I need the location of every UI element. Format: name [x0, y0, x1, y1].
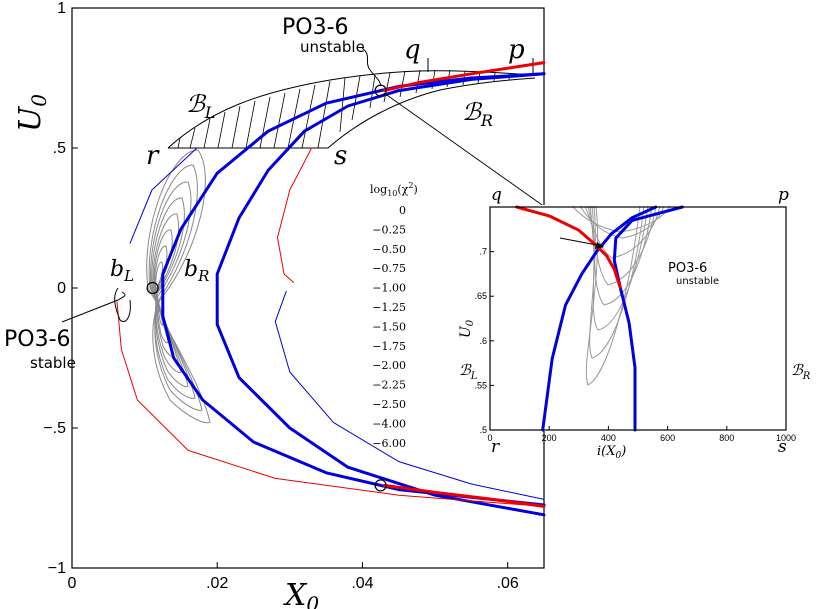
inset-x-tick-label: 600 — [660, 433, 675, 443]
stable-loop — [114, 287, 131, 323]
contour-lines — [146, 149, 211, 424]
label-s: s — [334, 141, 347, 171]
legend-level: −6.00 — [372, 437, 406, 450]
po-unstable-label: PO3-6 — [282, 15, 349, 40]
po-unstable-sub: unstable — [300, 38, 365, 56]
main-series-3 — [382, 61, 546, 93]
leader-stable — [61, 291, 126, 323]
contour-line — [589, 205, 645, 359]
label-r: r — [146, 141, 160, 171]
orbit-circle-marker — [146, 281, 159, 295]
legend-title: log10(χ2) — [370, 181, 418, 198]
label-b_R: bR — [184, 257, 209, 285]
x-tick-label: .02 — [206, 575, 228, 592]
legend-level: −2.25 — [372, 379, 406, 392]
main-series-5 — [129, 147, 198, 244]
inset-corner-q: q — [491, 185, 502, 205]
inset-x-tick-label: 200 — [542, 433, 557, 443]
main-series-7 — [277, 147, 313, 283]
po-stable-sub: stable — [30, 354, 76, 372]
y-tick-label: 0 — [57, 280, 66, 297]
main-series-8 — [116, 301, 545, 507]
main-series-4 — [382, 483, 546, 508]
inset-y-tick-label: .6 — [479, 336, 487, 346]
inset-side-B_L: ℬL — [459, 361, 478, 382]
main-series-6 — [274, 290, 545, 500]
y-tick-label: −1 — [48, 560, 66, 577]
legend-level: −0.25 — [372, 223, 406, 236]
legend-level: −1.50 — [372, 320, 406, 333]
inset-y-tick-label: .65 — [474, 291, 487, 301]
inset-x-tick-label: 1000 — [776, 433, 796, 443]
orbit-circle-marker — [374, 479, 387, 492]
y-axis-label: U0 — [13, 94, 51, 132]
inset-x-tick-label: 400 — [601, 433, 616, 443]
main-series-1 — [161, 72, 546, 507]
label-B_R: ℬR — [462, 98, 493, 130]
x-tick-label: .06 — [497, 575, 519, 592]
inset-x-tick-label: 0 — [487, 433, 492, 443]
inset-corner-p: p — [778, 185, 789, 205]
y-tick-label: −.5 — [43, 420, 66, 437]
legend-levels: 0 −0.25 −0.50 −0.75 −1.00 −1.25 −1.50 −1.75 −2.0… — [372, 204, 406, 450]
label-p: p — [508, 35, 525, 65]
contour-line — [155, 261, 164, 326]
legend-level: −2.00 — [372, 359, 406, 372]
leader-unstable — [361, 47, 382, 87]
inset-axis-ticks: 0 200 400 600 800 1000 .5 .55 .6 .65 .7 — [474, 247, 796, 443]
inset-arrow-head-icon — [595, 242, 604, 249]
inset-po-label: PO3-6 — [668, 261, 707, 276]
label-b_L: bL — [110, 257, 134, 285]
legend-level: −4.00 — [372, 417, 406, 430]
label-B_L: ℬL — [186, 90, 216, 122]
main-plot: 0.02.04.06−1−.50.51 — [4, 0, 601, 609]
x-axis-label: X0 — [283, 578, 319, 609]
contour-line — [152, 213, 182, 373]
inset-y-tick-label: .55 — [474, 380, 487, 390]
label-q: q — [404, 35, 421, 65]
inset-y-tick-label: .5 — [479, 425, 487, 435]
legend-level: −1.25 — [372, 301, 406, 314]
x-tick-label: .04 — [351, 575, 373, 592]
inset-series-1 — [541, 205, 658, 432]
inset-arrow — [559, 237, 603, 247]
inset-side-B_R: ℬR — [791, 361, 811, 382]
inset-x-label: i(X0) — [597, 444, 626, 461]
hatch-boundary-lower — [327, 77, 536, 149]
y-tick-label: .5 — [53, 140, 66, 157]
inset-frame — [489, 206, 787, 431]
inset-po-sub: unstable — [676, 276, 719, 287]
orbit-markers — [146, 84, 387, 492]
inset-plot: 0 200 400 600 800 1000 .5 .55 .6 .65 .7 q p r s ℬL… — [458, 185, 811, 461]
legend-level: −1.75 — [372, 340, 406, 353]
inset-corner-r: r — [491, 437, 500, 457]
po-stable-label: PO3-6 — [4, 327, 71, 352]
inset-x-tick-label: 800 — [719, 433, 734, 443]
main-series — [116, 61, 546, 517]
legend-level: −1.00 — [372, 282, 406, 295]
x-tick-label: 0 — [68, 575, 77, 592]
main-series-2 — [215, 72, 546, 517]
legend-level: −2.50 — [372, 398, 406, 411]
legend-level: −0.50 — [372, 243, 406, 256]
legend-level: 0 — [399, 204, 406, 217]
contour-legend: log10(χ2) 0 −0.25 −0.50 −0.75 −1.00 −1.25 −1.5… — [370, 181, 418, 450]
y-tick-label: 1 — [57, 0, 66, 17]
main-axis-ticks: 0.02.04.06−1−.50.51 — [43, 0, 519, 592]
inset-corner-s: s — [778, 437, 787, 457]
inset-y-label: U0 — [458, 319, 476, 338]
inset-y-tick-label: .7 — [479, 247, 487, 257]
contour-line — [585, 205, 641, 386]
legend-level: −0.75 — [372, 262, 406, 275]
